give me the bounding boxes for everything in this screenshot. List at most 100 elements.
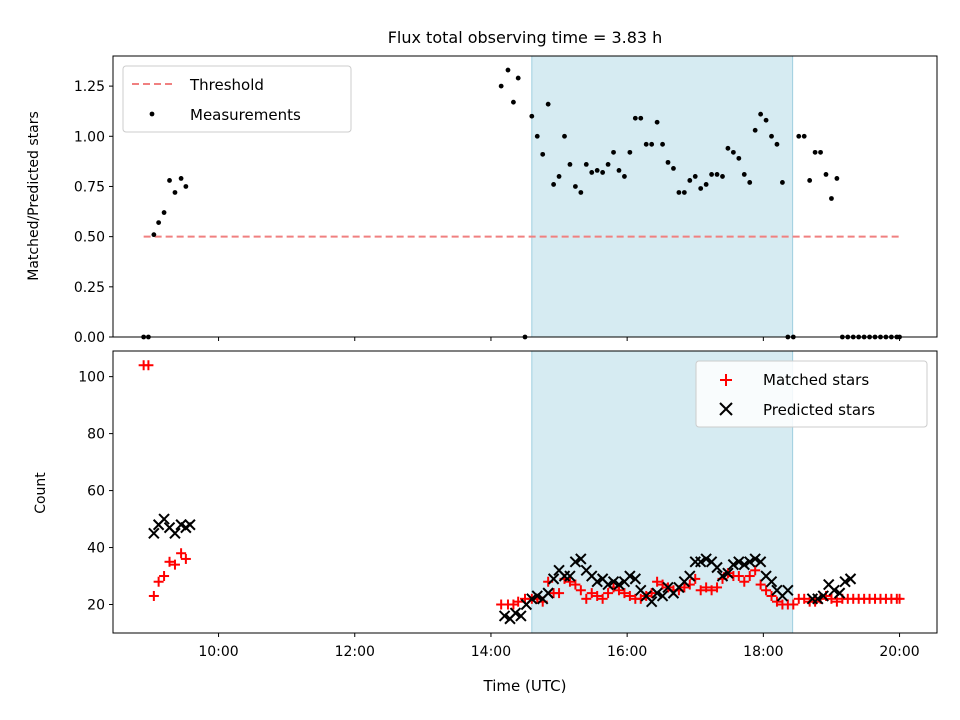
- legend-matched-swatch: [720, 374, 732, 386]
- matched-star-point: [799, 593, 810, 604]
- measurement-point: [178, 176, 184, 181]
- matched-star-point: [603, 588, 614, 599]
- predicted-star-point: [542, 587, 554, 599]
- bottom-x-tick-label: 10:00: [198, 644, 238, 660]
- matched-star-point: [733, 571, 744, 582]
- predicted-star-point: [531, 590, 543, 602]
- measurement-point: [589, 170, 595, 175]
- predicted-star-point: [564, 570, 576, 582]
- matched-star-point: [586, 588, 597, 599]
- measurement-point: [594, 168, 600, 173]
- bottom-y-tick-label: 60: [87, 484, 105, 500]
- predicted-star-point: [569, 556, 582, 568]
- predicted-star-point: [812, 593, 824, 605]
- measurement-point: [752, 127, 758, 133]
- top-y-tick-label: 0.00: [74, 330, 105, 346]
- predicted-star-point: [754, 556, 767, 568]
- measurement-point: [600, 170, 606, 175]
- measurement-point: [692, 174, 698, 179]
- matched-star-point: [164, 556, 175, 567]
- measurement-point: [638, 115, 644, 121]
- bottom-legend: Matched stars Predicted stars: [695, 360, 928, 428]
- predicted-star-point: [700, 553, 712, 565]
- predicted-star-point: [575, 553, 587, 565]
- measurement-point: [681, 190, 687, 195]
- measurement-point: [556, 174, 562, 179]
- matched-star-point: [159, 571, 170, 582]
- measurement-point: [172, 190, 178, 195]
- measurement-point: [498, 83, 504, 89]
- bottom-x-tick-label: 20:00: [879, 644, 919, 660]
- predicted-star-point: [782, 584, 794, 596]
- measurement-point: [780, 180, 785, 185]
- bottom-x-tick-label: 16:00: [607, 644, 647, 660]
- predicted-star-point: [591, 576, 603, 588]
- measurement-point: [741, 172, 747, 177]
- measurement-point: [183, 184, 189, 189]
- predicted-star-point: [716, 570, 729, 582]
- matched-star-point: [592, 590, 603, 601]
- measurement-point: [736, 155, 742, 161]
- x-axis-label: Time (UTC): [483, 677, 567, 695]
- predicted-star-point: [613, 578, 625, 591]
- matched-stars-points: [138, 360, 905, 610]
- measurement-point: [747, 180, 753, 185]
- predicted-star-point: [498, 610, 511, 622]
- matched-star-point: [766, 590, 777, 601]
- predicted-star-point: [817, 590, 829, 602]
- measurement-point: [769, 133, 774, 139]
- bottom-x-tick-label: 12:00: [335, 644, 375, 660]
- measurement-point: [529, 113, 535, 119]
- legend-predicted-label: Predicted stars: [763, 401, 875, 419]
- legend-measurements-label: Measurements: [190, 106, 301, 124]
- bottom-y-tick-label: 100: [78, 370, 105, 386]
- matched-star-point: [570, 579, 581, 590]
- measurement-point: [829, 196, 834, 201]
- measurement-point: [515, 75, 521, 81]
- matched-star-point: [148, 590, 159, 601]
- predicted-star-point: [722, 567, 734, 579]
- measurement-point: [616, 168, 622, 173]
- predicted-star-point: [656, 590, 669, 602]
- legend-measurements-swatch: [149, 111, 155, 117]
- predicted-star-point: [645, 595, 658, 608]
- predicted-star-point: [749, 553, 761, 565]
- bottom-y-tick-label: 40: [87, 541, 105, 557]
- measurement-point: [167, 178, 172, 183]
- measurement-point: [511, 99, 516, 105]
- bottom-y-tick-label: 20: [87, 598, 105, 614]
- measurement-point: [774, 141, 780, 147]
- predicted-star-point: [744, 556, 756, 568]
- measurement-point: [572, 184, 578, 189]
- chart-title: Flux total observing time = 3.83 h: [388, 28, 663, 47]
- measurement-point: [714, 172, 720, 177]
- legend-threshold-label: Threshold: [189, 76, 264, 94]
- bottom-x-axis-ticks: 10:00 12:00 14:00 16:00 18:00 20:00: [198, 633, 920, 660]
- measurement-point: [671, 166, 676, 171]
- top-y-tick-label: 0.75: [74, 179, 105, 195]
- matched-star-point: [894, 593, 905, 604]
- top-y-tick-label: 0.25: [74, 280, 105, 296]
- measurement-point: [703, 182, 709, 187]
- matched-star-point: [750, 565, 761, 576]
- measurement-point: [632, 115, 638, 121]
- predicted-star-point: [651, 587, 663, 599]
- measurement-point: [545, 101, 551, 107]
- matched-star-point: [695, 585, 706, 596]
- bottom-legend-box: [695, 360, 928, 428]
- bottom-y-tick-label: 80: [87, 427, 105, 443]
- matched-star-point: [180, 553, 191, 564]
- predicted-star-point: [509, 607, 522, 619]
- predicted-star-point: [839, 576, 851, 588]
- measurement-point: [730, 149, 736, 155]
- measurement-point: [622, 174, 627, 179]
- predicted-star-point: [148, 527, 160, 540]
- legend-predicted-swatch: [719, 402, 733, 416]
- top-y-tick-label: 1.25: [74, 79, 105, 95]
- measurement-point: [834, 176, 840, 181]
- predicted-star-point: [515, 610, 527, 622]
- predicted-star-point: [694, 556, 707, 568]
- matched-star-point: [701, 582, 712, 593]
- measurement-point: [562, 133, 567, 139]
- measurement-point: [725, 145, 731, 151]
